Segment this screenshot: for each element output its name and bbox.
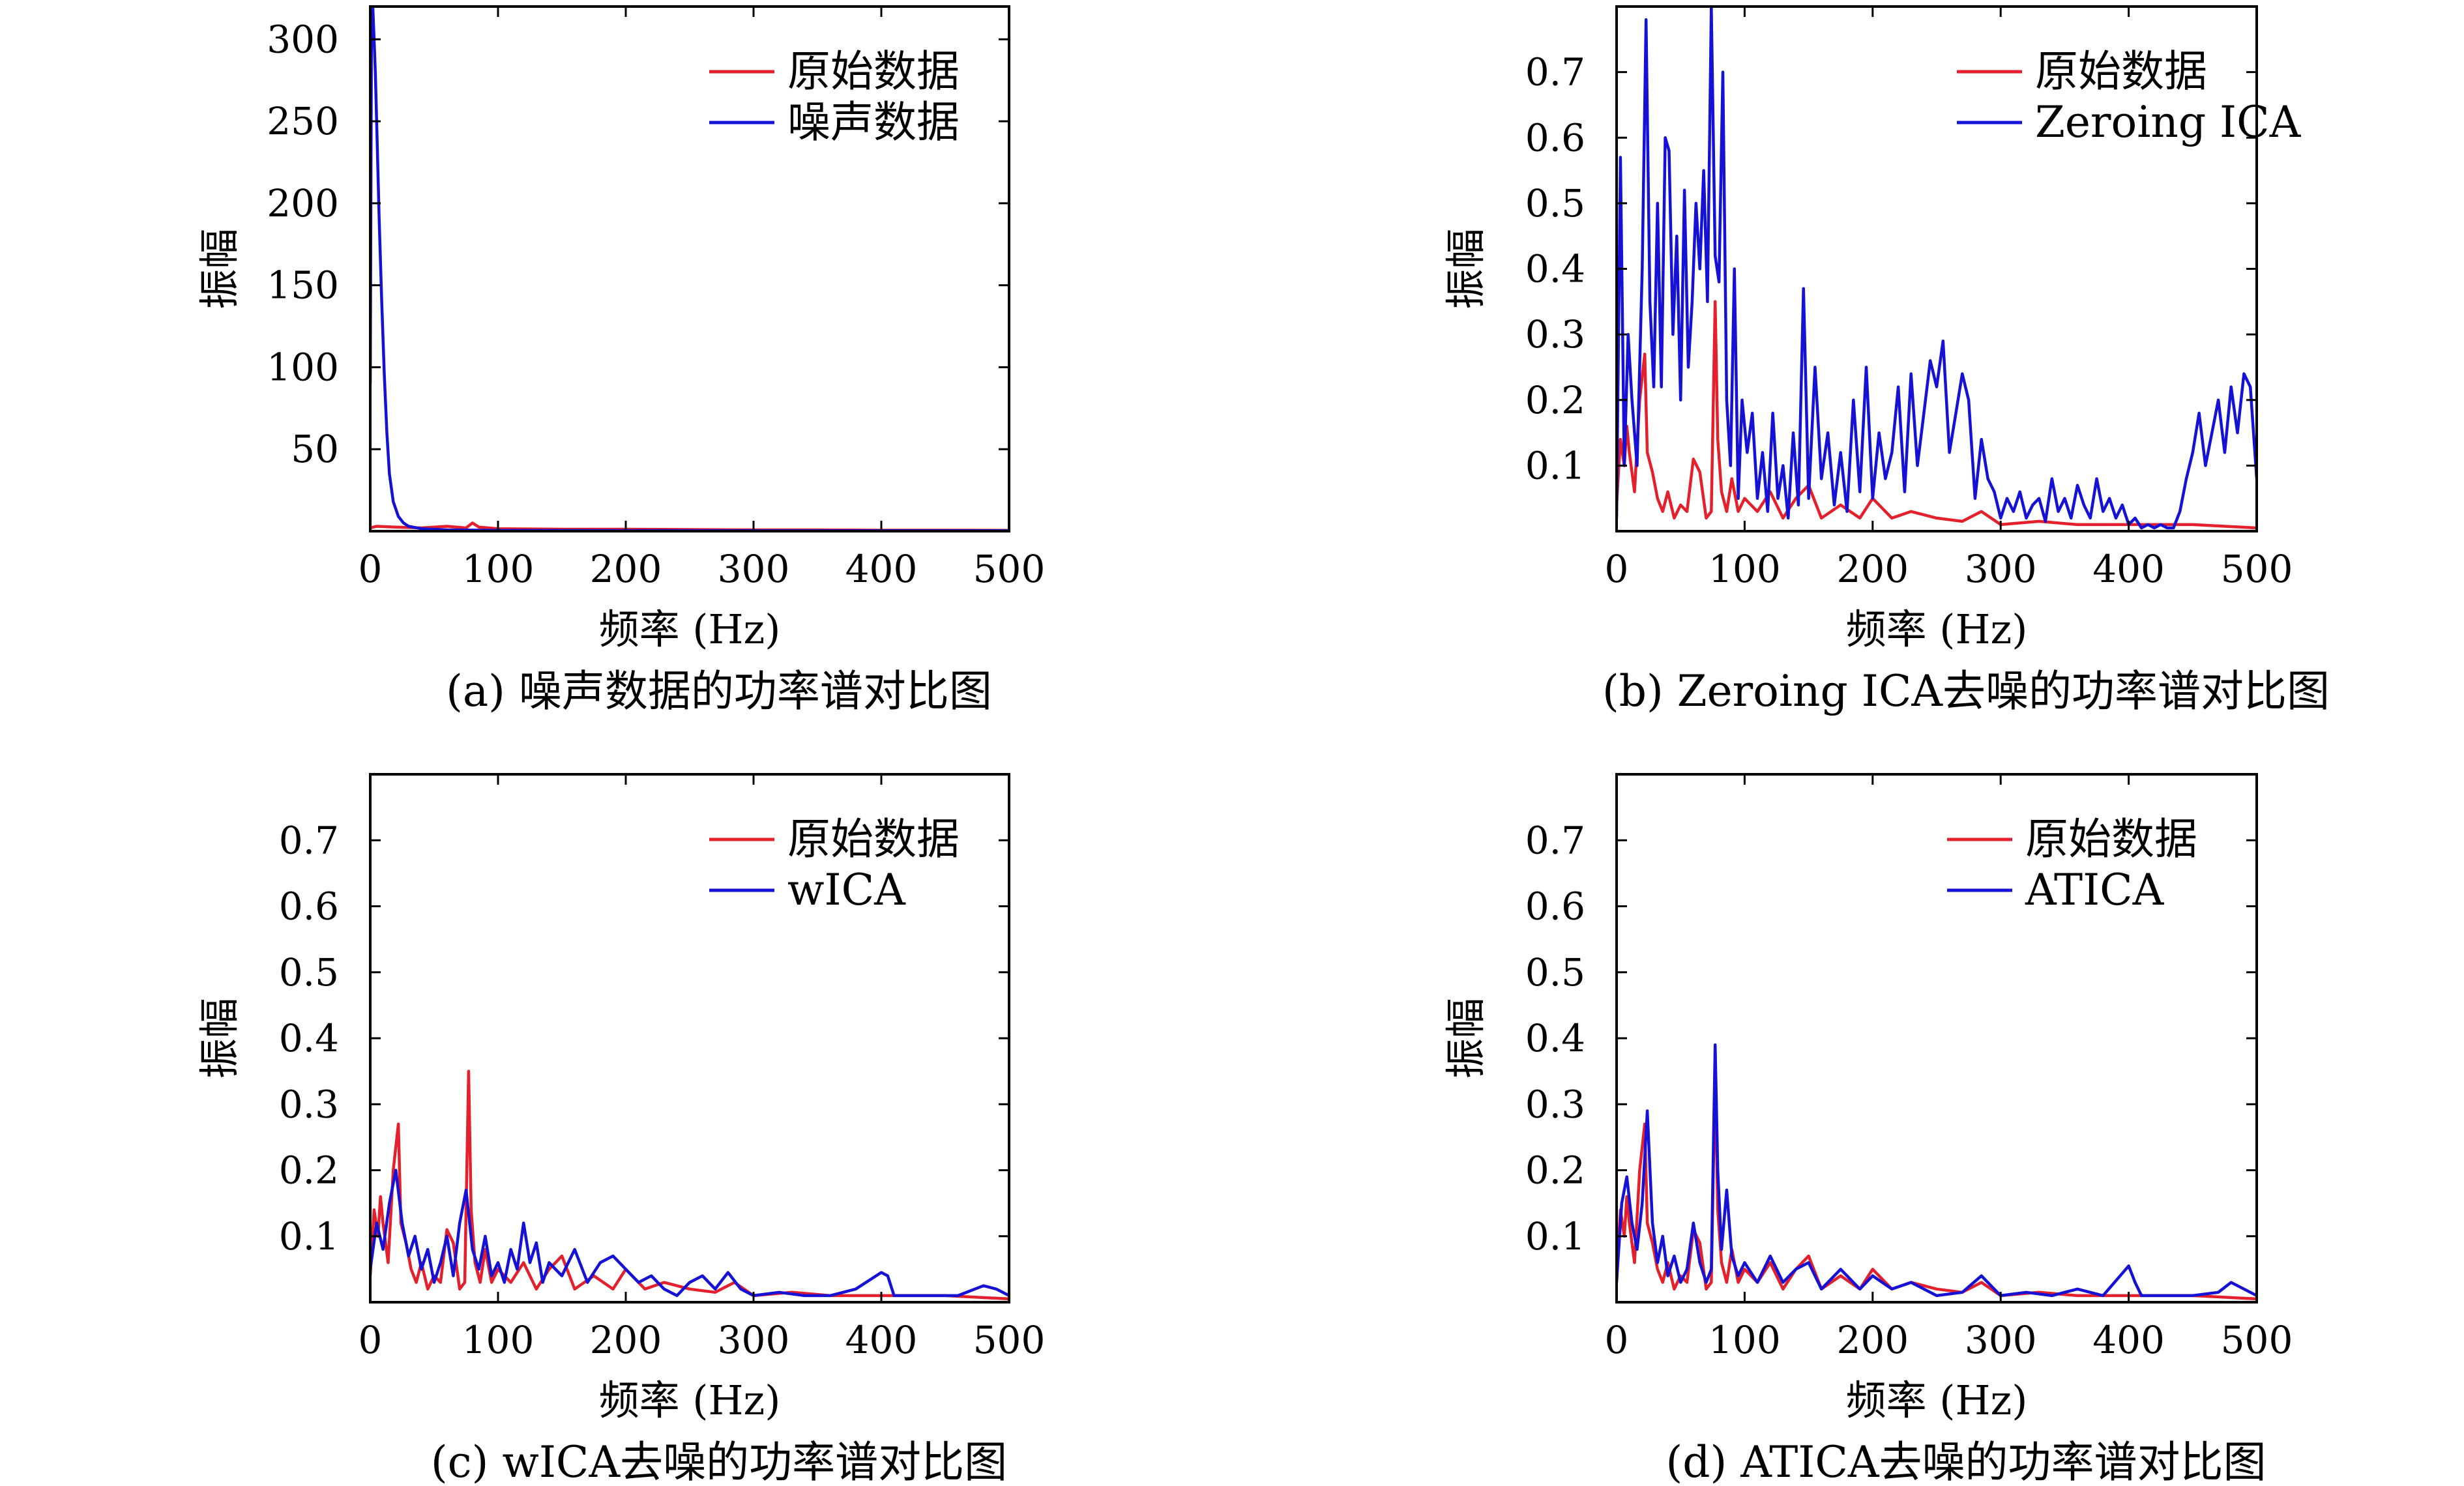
series-line-comparison <box>1617 7 2257 530</box>
y-tick-label: 200 <box>267 181 339 226</box>
x-tick-label: 0 <box>359 547 383 591</box>
x-tick-label: 500 <box>2221 1318 2293 1362</box>
y-tick-label: 0.7 <box>1525 50 1585 95</box>
y-tick-label: 0.3 <box>1525 1082 1585 1126</box>
x-tick-label: 0 <box>1605 547 1629 591</box>
chart-panel-3: 0 100 200 300 400 500 0.1 0.2 0.3 0.4 0.5 0.6 0.7 频率 … <box>1442 773 2293 1486</box>
x-tick-label: 500 <box>973 1318 1046 1362</box>
y-tick-label: 250 <box>267 99 339 143</box>
subfigure-caption: (a) 噪声数据的功率谱对比图 <box>446 666 992 716</box>
y-tick-label: 0.3 <box>279 1082 339 1126</box>
legend-label: wICA <box>787 865 906 915</box>
x-axis-label: 频率 (Hz) <box>1846 1377 2028 1424</box>
legend-label: ATICA <box>2025 865 2165 915</box>
x-tick-label: 200 <box>1836 1318 1909 1362</box>
subfigure-caption: (d) ATICA去噪的功率谱对比图 <box>1665 1437 2266 1486</box>
y-tick-label: 0.5 <box>279 950 339 995</box>
y-tick-label: 0.3 <box>1525 312 1585 357</box>
y-tick-label: 300 <box>267 17 339 61</box>
x-tick-label: 500 <box>973 547 1046 591</box>
series-line-original <box>1617 300 2257 530</box>
x-tick-label: 400 <box>845 1318 918 1362</box>
x-tick-label: 0 <box>359 1318 383 1362</box>
x-tick-label: 100 <box>1709 547 1781 591</box>
chart-panel-1: 0 100 200 300 400 500 0.1 0.2 0.3 0.4 0.5 0.6 0.7 频率 … <box>1442 5 2330 716</box>
x-tick-label: 300 <box>1965 547 2037 591</box>
y-tick-label: 0.5 <box>1525 181 1585 226</box>
y-tick-label: 0.4 <box>1525 247 1585 291</box>
y-axis-label: 振幅 <box>1442 228 1489 309</box>
y-tick-label: 0.7 <box>279 818 339 862</box>
subfigure-caption: (c) wICA去噪的功率谱对比图 <box>431 1437 1007 1486</box>
legend-label: 原始数据 <box>787 46 960 96</box>
y-tick-label: 150 <box>267 263 339 308</box>
series-line-original <box>1617 1070 2257 1301</box>
x-tick-label: 300 <box>1965 1318 2037 1362</box>
x-axis-label: 频率 (Hz) <box>1846 605 2028 653</box>
legend-label: 原始数据 <box>2025 814 2197 864</box>
y-tick-label: 0.2 <box>279 1148 339 1193</box>
y-tick-label: 0.6 <box>1525 115 1585 160</box>
y-tick-label: 0.2 <box>1525 378 1585 422</box>
y-tick-label: 0.2 <box>1525 1148 1585 1193</box>
legend-label: 原始数据 <box>2035 46 2207 96</box>
y-tick-label: 0.6 <box>1525 884 1585 929</box>
legend-label: Zeroing ICA <box>2035 97 2302 147</box>
x-axis-label: 频率 (Hz) <box>599 605 781 653</box>
y-tick-label: 0.7 <box>1525 818 1585 862</box>
y-tick-label: 0.1 <box>1525 443 1585 488</box>
legend-label: 噪声数据 <box>787 97 960 147</box>
series-line-original <box>370 1070 1009 1301</box>
y-tick-label: 50 <box>291 427 339 471</box>
y-tick-label: 0.1 <box>1525 1214 1585 1259</box>
legend-label: 原始数据 <box>787 814 960 864</box>
subfigure-caption: (b) Zeroing ICA去噪的功率谱对比图 <box>1602 666 2330 716</box>
x-tick-label: 0 <box>1605 1318 1629 1362</box>
x-tick-label: 500 <box>2221 547 2293 591</box>
x-axis-label: 频率 (Hz) <box>599 1377 781 1424</box>
chart-panel-0: 0 100 200 300 400 500 50 100 150 200 250 300 频率 (Hz)… <box>196 5 1046 716</box>
y-tick-label: 100 <box>267 345 339 389</box>
x-tick-label: 200 <box>590 1318 662 1362</box>
x-tick-label: 100 <box>1709 1318 1781 1362</box>
y-axis-label: 振幅 <box>196 228 243 309</box>
x-tick-label: 300 <box>718 547 790 591</box>
x-tick-label: 100 <box>462 547 535 591</box>
y-tick-label: 0.1 <box>279 1214 339 1259</box>
y-tick-label: 0.4 <box>1525 1016 1585 1060</box>
x-tick-label: 300 <box>718 1318 790 1362</box>
x-tick-label: 400 <box>2092 547 2165 591</box>
y-tick-label: 0.5 <box>1525 950 1585 995</box>
plot-frame <box>369 5 1010 532</box>
x-tick-label: 200 <box>1836 547 1909 591</box>
y-tick-label: 0.6 <box>279 884 339 929</box>
series-line-comparison <box>370 1169 1009 1298</box>
y-tick-label: 0.4 <box>279 1016 339 1060</box>
x-tick-label: 400 <box>845 547 918 591</box>
x-tick-label: 400 <box>2092 1318 2165 1362</box>
y-axis-label: 振幅 <box>196 998 243 1079</box>
y-axis-label: 振幅 <box>1442 998 1489 1079</box>
series-line-comparison <box>1617 1043 2257 1298</box>
chart-panel-2: 0 100 200 300 400 500 0.1 0.2 0.3 0.4 0.5 0.6 0.7 频率 … <box>196 773 1046 1486</box>
x-tick-label: 100 <box>462 1318 535 1362</box>
x-tick-label: 200 <box>590 547 662 591</box>
